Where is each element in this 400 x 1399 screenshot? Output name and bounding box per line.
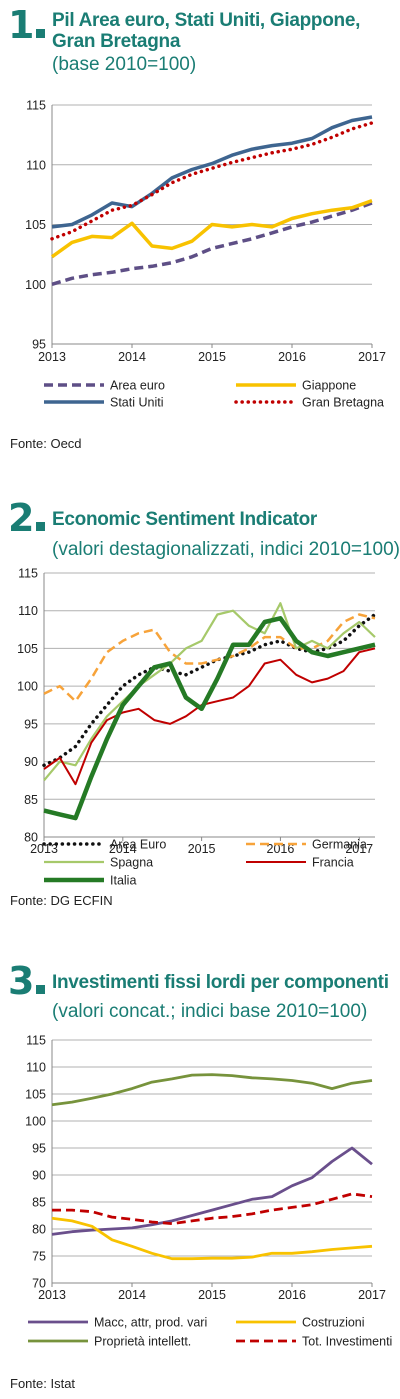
panel-3: 3 Investimenti fissi lordi per component… bbox=[0, 958, 400, 1399]
chart-title: Economic Sentiment Indicator bbox=[52, 509, 317, 530]
y-tick-label: 75 bbox=[32, 1250, 46, 1264]
legend-label-gran-bretagna: Gran Bretagna bbox=[302, 396, 384, 410]
series-line-costruzioni bbox=[51, 1216, 373, 1261]
title-line: Gran Bretagna bbox=[52, 31, 181, 52]
chart-title: Investimenti fissi lordi per componenti bbox=[52, 972, 389, 993]
legend: Area euro Giappone Stati Uniti Gran Bretagn… bbox=[44, 379, 384, 410]
series-line-area-euro bbox=[42, 612, 377, 768]
y-tick-label: 105 bbox=[25, 1088, 46, 1102]
y-tick-label: 95 bbox=[24, 717, 38, 731]
x-tick-label: 2013 bbox=[38, 1288, 66, 1302]
x-tick-label: 2015 bbox=[188, 842, 216, 856]
legend-label-macc-attr-prod-vari: Macc, attr, prod. vari bbox=[94, 1316, 207, 1330]
gridlines bbox=[44, 572, 375, 838]
x-tick-label: 2015 bbox=[198, 1288, 226, 1302]
chart-subtitle: (valori destagionalizzati, indici 2010=1… bbox=[52, 539, 400, 560]
x-tick-label: 2015 bbox=[198, 350, 226, 364]
legend-label-spagna: Spagna bbox=[110, 856, 153, 870]
legend-label-francia: Francia bbox=[312, 856, 354, 870]
x-tick-label: 2017 bbox=[358, 350, 386, 364]
y-tick-label: 85 bbox=[24, 793, 38, 807]
x-tick-label: 2016 bbox=[267, 842, 295, 856]
legend-label-giappone: Giappone bbox=[302, 379, 356, 393]
gridlines bbox=[52, 1039, 372, 1284]
y-tick-label: 115 bbox=[18, 567, 38, 581]
y-tick-label: 80 bbox=[24, 831, 38, 845]
panel-number: 1 bbox=[8, 6, 46, 44]
x-tick-label: 2013 bbox=[38, 350, 66, 364]
source-note: Fonte: DG ECFIN bbox=[10, 893, 113, 908]
chart-1-svg: 95 100 105 110 115 2013 2014 2015 2016 2017 Area e… bbox=[25, 99, 386, 410]
source-note: Fonte: Istat bbox=[10, 1376, 76, 1391]
panel-number: 2 bbox=[8, 499, 46, 537]
series-line-tot-investimenti bbox=[52, 1192, 373, 1226]
legend: Area Euro Germania Spagna Francia Italia bbox=[42, 838, 367, 888]
x-tick-label: 2014 bbox=[109, 842, 137, 856]
title-line: Pil Area euro, Stati Uniti, Giappone, bbox=[52, 10, 361, 31]
source-note: Fonte: Oecd bbox=[10, 436, 82, 451]
panel-1: 1 Pil Area euro, Stati Uniti, Giappone, … bbox=[0, 0, 400, 460]
series-line-spagna bbox=[43, 602, 376, 782]
y-tick-label: 95 bbox=[32, 1142, 46, 1156]
y-tick-label: 95 bbox=[32, 338, 46, 352]
y-tick-label: 115 bbox=[26, 1034, 46, 1048]
x-tick-label: 2016 bbox=[278, 350, 306, 364]
y-tick-label: 110 bbox=[26, 158, 46, 172]
y-tick-label: 100 bbox=[25, 1115, 46, 1129]
legend-label-area-euro: Area euro bbox=[110, 379, 165, 393]
y-tick-label: 105 bbox=[25, 218, 46, 232]
x-tick-label: 2016 bbox=[278, 1288, 306, 1302]
chart-subtitle: (valori concat.; indici base 2010=100) bbox=[52, 1001, 368, 1022]
x-tick-label: 2014 bbox=[118, 350, 146, 364]
legend-label-italia: Italia bbox=[110, 874, 136, 888]
y-tick-label: 85 bbox=[32, 1196, 46, 1210]
y-tick-label: 70 bbox=[32, 1277, 46, 1291]
y-tick-label: 80 bbox=[32, 1223, 46, 1237]
legend-label-costruzioni: Costruzioni bbox=[302, 1316, 365, 1330]
series-line-stati-uniti bbox=[51, 115, 373, 229]
y-tick-label: 110 bbox=[18, 604, 38, 618]
y-tick-label: 100 bbox=[25, 278, 46, 292]
series-line-giappone bbox=[50, 198, 373, 259]
y-tick-label: 105 bbox=[17, 642, 38, 656]
title-line: Economic Sentiment Indicator bbox=[52, 509, 318, 530]
title-line: Investimenti fissi lordi per componenti bbox=[52, 972, 389, 993]
legend-label-stati-uniti: Stati Uniti bbox=[110, 396, 164, 410]
series-line-gran-bretagna bbox=[50, 121, 374, 241]
x-tick-label: 2017 bbox=[358, 1288, 386, 1302]
series-line-francia bbox=[43, 647, 376, 786]
y-tick-label: 90 bbox=[24, 755, 38, 769]
panel-number: 3 bbox=[8, 962, 46, 1000]
legend-label-area-euro: Area Euro bbox=[110, 838, 166, 852]
panel-2: 2 Economic Sentiment Indicator (valori d… bbox=[0, 497, 400, 927]
legend-label-proprieta-intellett: Proprietà intellett. bbox=[94, 1335, 191, 1349]
y-tick-label: 110 bbox=[26, 1061, 46, 1075]
series-line-italia bbox=[43, 616, 376, 821]
legend-label-tot-investimenti: Tot. Investimenti bbox=[302, 1335, 392, 1349]
chart-subtitle: (base 2010=100) bbox=[52, 54, 197, 75]
legend-label-germania: Germania bbox=[312, 838, 367, 852]
x-tick-label: 2017 bbox=[345, 842, 373, 856]
y-tick-label: 90 bbox=[32, 1169, 46, 1183]
legend: Macc, attr, prod. vari Costruzioni Proprie… bbox=[28, 1316, 392, 1349]
y-tick-label: 115 bbox=[26, 99, 46, 113]
y-tick-label: 100 bbox=[17, 680, 38, 694]
chart-3-svg: 70 75 80 85 90 95 100 105 110 115 2013 2014 2015 2016… bbox=[25, 1034, 392, 1349]
series-line-macc-attr-prod-vari bbox=[51, 1146, 373, 1236]
x-tick-label: 2014 bbox=[118, 1288, 146, 1302]
series-line-proprieta-intellett bbox=[51, 1073, 373, 1107]
chart-title: Pil Area euro, Stati Uniti, Giappone, Gr… bbox=[52, 10, 360, 52]
